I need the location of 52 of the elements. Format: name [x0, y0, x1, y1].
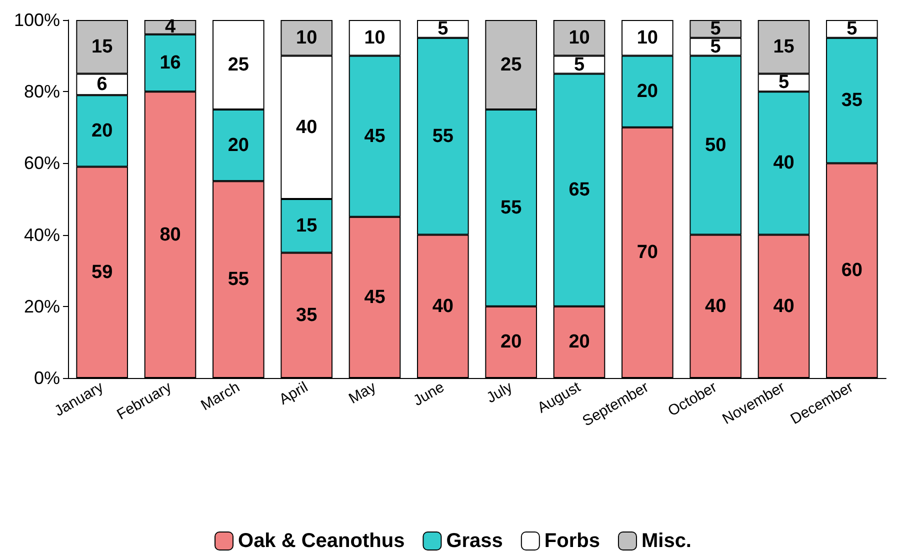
y-tick-label: 80% — [24, 82, 60, 102]
y-tick-label: 60% — [24, 153, 60, 174]
data-label: 40 — [773, 152, 794, 174]
data-label: 10 — [636, 27, 658, 48]
data-label: 25 — [228, 54, 250, 76]
legend-label: Grass — [446, 530, 503, 552]
x-tick-label: May — [346, 378, 380, 408]
data-label: 20 — [228, 134, 249, 156]
data-label: 35 — [296, 304, 318, 326]
data-label: 80 — [160, 224, 181, 246]
x-tick-label: July — [484, 378, 516, 407]
data-label: 55 — [500, 197, 522, 218]
y-tick-label: 20% — [24, 296, 60, 316]
data-label: 10 — [364, 27, 386, 48]
data-label: 55 — [432, 126, 454, 147]
data-label: 20 — [568, 332, 590, 353]
legend-label: Oak & Ceanothus — [238, 530, 405, 552]
x-tick-label: June — [410, 378, 448, 410]
y-tick-label: 0% — [34, 368, 60, 388]
data-label: 40 — [773, 296, 794, 317]
data-label: 55 — [228, 269, 250, 290]
data-label: 45 — [364, 126, 386, 147]
data-label: 25 — [500, 54, 522, 76]
data-label: 65 — [568, 180, 590, 201]
data-label: 45 — [364, 286, 386, 308]
data-label: 5 — [846, 18, 858, 40]
data-label: 5 — [574, 54, 585, 76]
data-label: 60 — [841, 260, 862, 282]
data-label: 16 — [160, 52, 181, 74]
data-label: 5 — [438, 18, 449, 40]
data-label: 15 — [92, 36, 114, 58]
data-label: 10 — [296, 27, 318, 48]
data-label: 20 — [636, 81, 658, 102]
data-label: 40 — [296, 116, 318, 138]
data-label: 15 — [773, 36, 795, 58]
data-label: 10 — [568, 27, 590, 48]
data-label: 5 — [778, 72, 790, 94]
data-label: 70 — [636, 242, 658, 264]
data-label: 20 — [500, 332, 522, 353]
data-label: 6 — [96, 74, 108, 95]
data-label: 20 — [92, 120, 113, 142]
data-label: 40 — [705, 296, 726, 317]
legend-label: Misc. — [641, 530, 692, 552]
data-label: 50 — [705, 134, 726, 156]
data-label: 40 — [432, 296, 454, 317]
data-label: 59 — [92, 262, 113, 283]
y-tick-label: 100% — [14, 10, 60, 30]
x-tick-label: April — [276, 378, 311, 408]
y-tick-label: 40% — [24, 224, 60, 245]
legend-label: Forbs — [544, 530, 600, 552]
data-label: 15 — [296, 215, 318, 236]
data-label: 35 — [841, 90, 863, 112]
